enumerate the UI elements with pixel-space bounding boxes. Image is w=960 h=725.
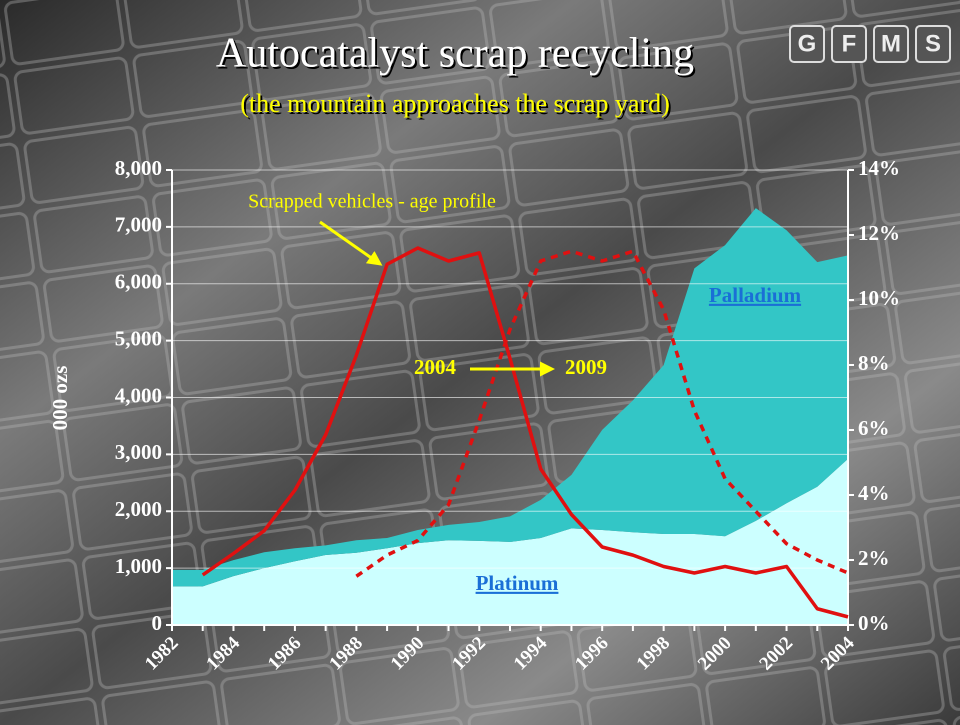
logo-letter: M xyxy=(881,30,901,57)
annotation: 2009 xyxy=(565,355,607,379)
y2-tick-label: 4% xyxy=(858,481,890,505)
y-tick-label: 0 xyxy=(152,611,163,635)
logo-letter: F xyxy=(842,30,857,57)
y-tick-label: 6,000 xyxy=(115,270,162,294)
annotation: 2004 xyxy=(414,355,457,379)
area xyxy=(172,208,848,587)
y-tick-label: 1,000 xyxy=(115,554,162,578)
series-label: Palladium xyxy=(709,283,802,307)
y2-tick-label: 10% xyxy=(858,286,900,310)
y2-tick-label: 6% xyxy=(858,416,890,440)
line xyxy=(355,249,849,578)
annotation: Scrapped vehicles - age profile xyxy=(248,191,496,213)
y-axis-label: 000 ozs xyxy=(48,366,72,431)
y-tick-label: 2,000 xyxy=(115,497,162,521)
y-tick-label: 3,000 xyxy=(115,440,162,464)
logo-letter: S xyxy=(925,30,941,57)
logo-box xyxy=(873,25,909,63)
y2-tick-label: 8% xyxy=(858,351,890,375)
y2-tick-label: 14% xyxy=(858,156,900,180)
logo-letter: G xyxy=(798,30,817,57)
y-tick-label: 4,000 xyxy=(115,383,162,407)
y2-tick-label: 0% xyxy=(858,611,890,635)
logo-box xyxy=(915,25,951,63)
y2-tick-label: 12% xyxy=(858,221,900,245)
annotation-arrow xyxy=(319,220,383,266)
logo-box xyxy=(831,25,867,63)
y-tick-label: 5,000 xyxy=(115,326,162,350)
line xyxy=(201,246,849,619)
y2-tick-label: 2% xyxy=(858,546,890,570)
y-tick-label: 8,000 xyxy=(115,156,162,180)
title: Autocatalyst scrap recycling xyxy=(216,31,694,77)
series-label: Platinum xyxy=(476,571,559,595)
subtitle: (the mountain approaches the scrap yard) xyxy=(240,89,670,118)
logo-box xyxy=(789,25,825,63)
y-tick-label: 7,000 xyxy=(115,213,162,237)
